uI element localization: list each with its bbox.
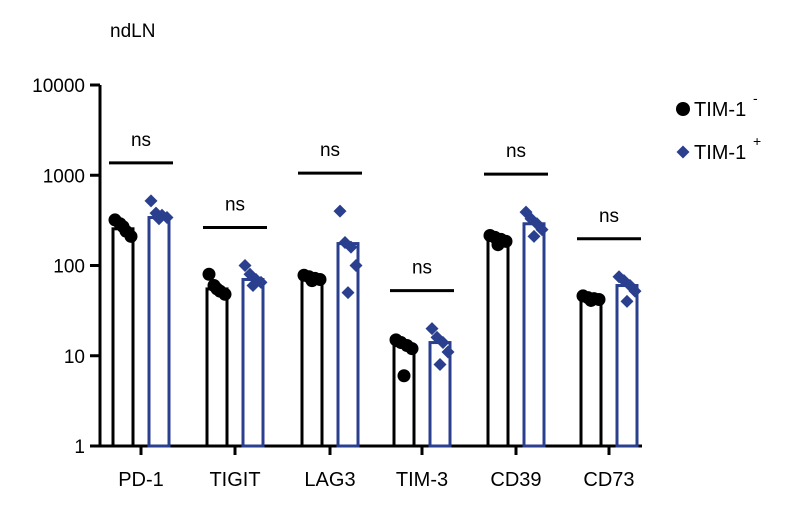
data-point <box>238 259 252 272</box>
x-tick-label: CD39 <box>490 469 541 491</box>
data-point <box>535 223 549 237</box>
data-point <box>152 212 166 226</box>
significance-label: ns <box>599 206 619 227</box>
data-points <box>108 194 642 383</box>
data-point <box>436 336 450 350</box>
legend-marker-circle <box>676 102 690 116</box>
legend: TIM-1-TIM-1+ <box>676 90 761 164</box>
data-point <box>397 369 411 383</box>
legend-label-superscript: + <box>753 133 761 149</box>
y-tick-label: 1 <box>74 437 85 458</box>
bar <box>241 277 265 448</box>
data-point <box>349 259 363 272</box>
x-tick-label: TIGIT <box>209 469 260 491</box>
data-point <box>246 279 260 293</box>
y-tick-label: 10000 <box>32 76 85 97</box>
data-point <box>202 267 216 281</box>
data-point <box>341 286 355 300</box>
bar <box>522 222 546 448</box>
y-tick-label: 1000 <box>43 166 85 187</box>
data-point <box>441 345 455 359</box>
y-tick-label: 100 <box>53 257 85 278</box>
data-point <box>620 294 634 308</box>
data-point <box>628 284 642 298</box>
x-tick-label: TIM-3 <box>396 469 448 491</box>
significance-label: ns <box>320 140 340 161</box>
significance-label: ns <box>506 141 526 162</box>
data-point <box>305 274 319 288</box>
data-point <box>210 282 224 296</box>
bar <box>300 276 324 448</box>
bar <box>579 297 603 448</box>
x-tick-label: PD-1 <box>118 469 164 491</box>
axes: 1 10 100 1000 10000 PD-1 TIGIT LAG3 TIM-3 CD39 CD7… <box>32 76 642 491</box>
bars <box>111 216 639 448</box>
data-point <box>491 238 505 252</box>
legend-marker-diamond <box>676 145 690 159</box>
data-point <box>116 220 130 234</box>
bar <box>111 227 135 448</box>
bar <box>205 287 229 448</box>
chart-title: ndLN <box>110 21 155 42</box>
x-tick-label: LAG3 <box>304 469 355 491</box>
legend-label: TIM-1 <box>694 142 746 164</box>
data-point <box>124 229 138 243</box>
x-tick-label: CD73 <box>583 469 634 491</box>
bar <box>615 284 639 448</box>
significance-label: ns <box>225 195 245 216</box>
data-point <box>433 357 447 371</box>
data-point <box>144 194 158 208</box>
significance-label: ns <box>412 258 432 279</box>
y-tick-label: 10 <box>64 347 85 368</box>
data-point <box>527 229 541 243</box>
data-point <box>344 240 358 254</box>
legend-label: TIM-1 <box>694 99 746 121</box>
data-point <box>405 342 419 356</box>
bar <box>486 237 510 448</box>
significance-annotations: ns ns ns ns ns ns <box>109 130 641 293</box>
bar <box>147 216 171 448</box>
data-point <box>160 211 174 225</box>
data-point <box>584 293 598 307</box>
bar <box>392 343 416 448</box>
data-point <box>333 204 347 218</box>
legend-label-superscript: - <box>753 90 758 106</box>
data-point <box>425 322 439 336</box>
bar <box>336 242 360 448</box>
significance-label: ns <box>131 130 151 151</box>
